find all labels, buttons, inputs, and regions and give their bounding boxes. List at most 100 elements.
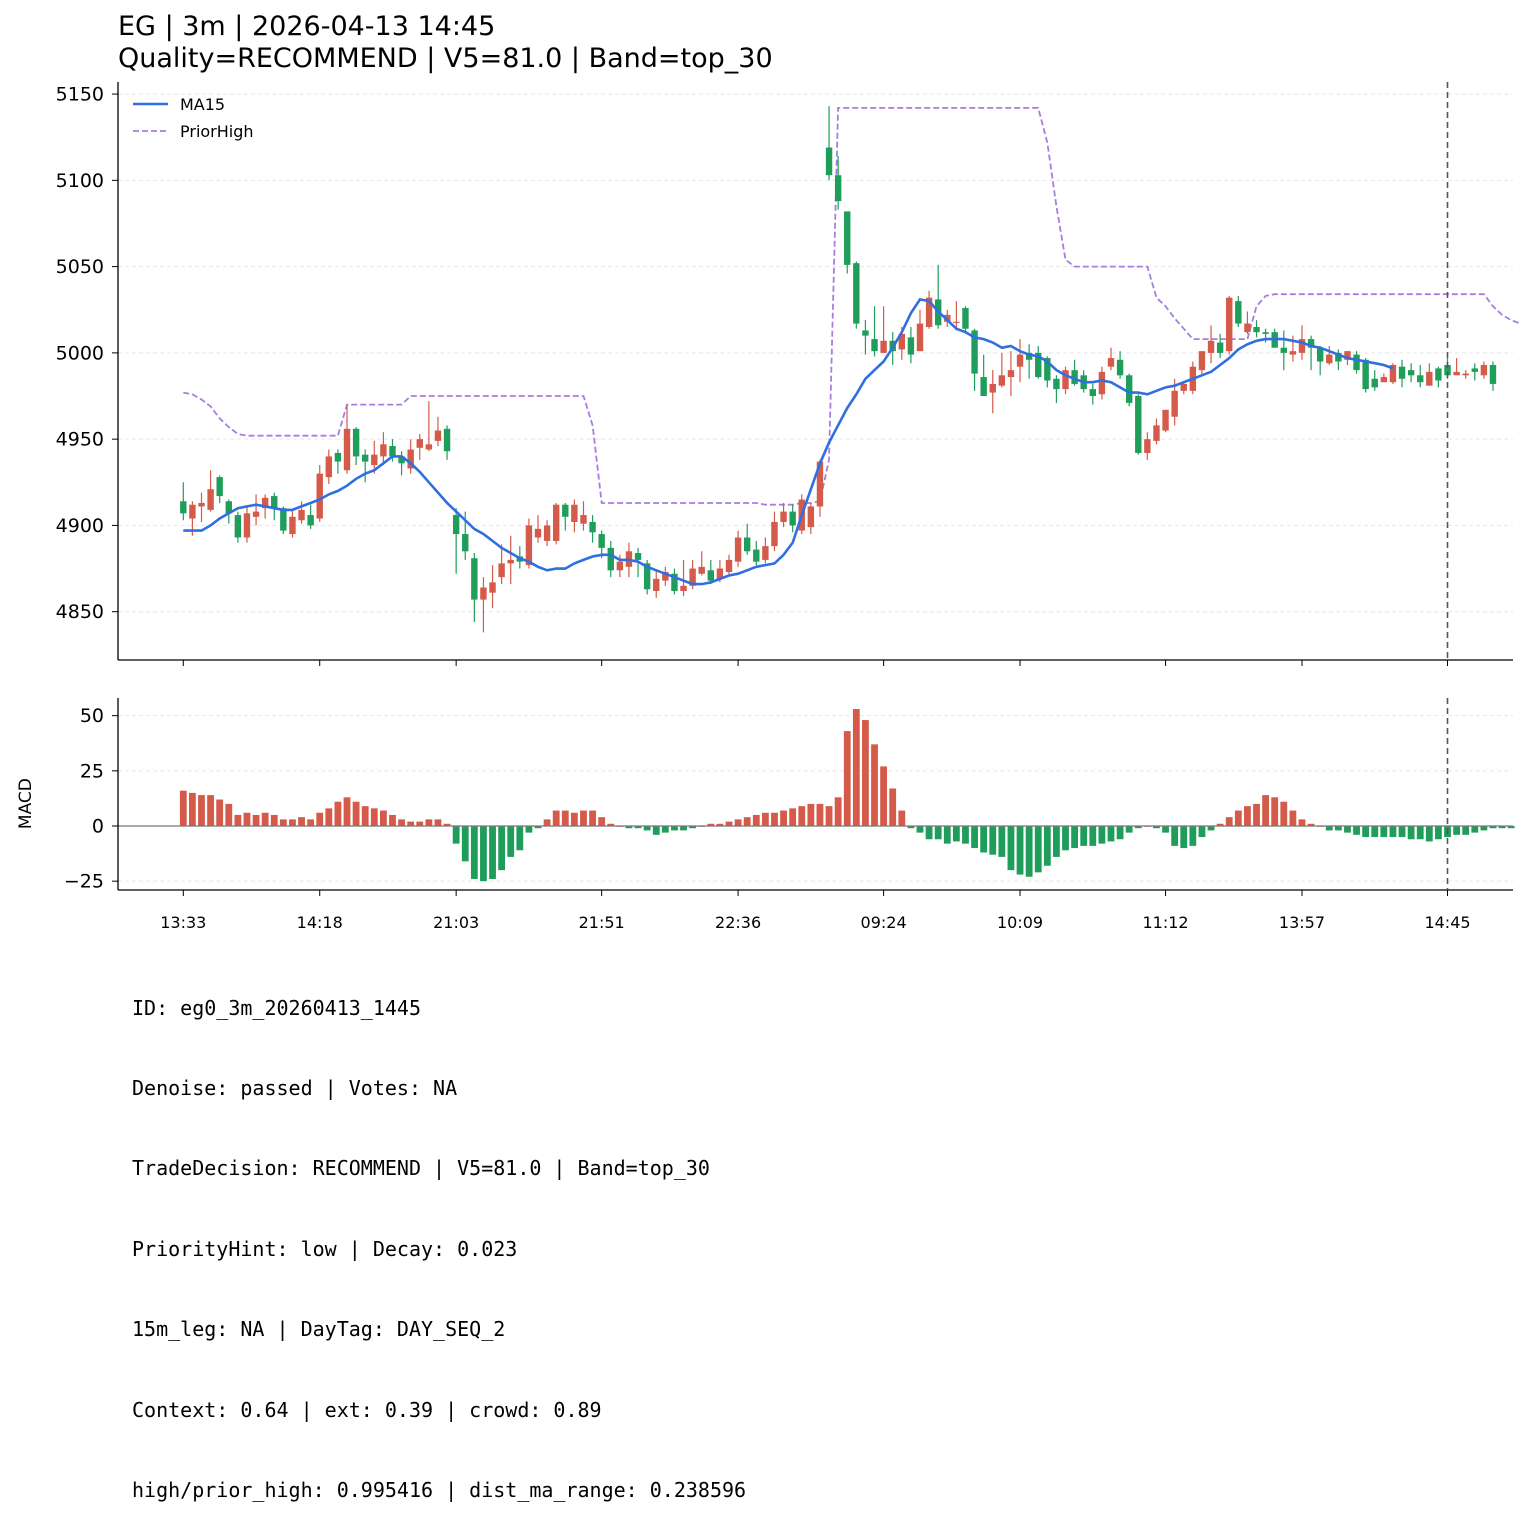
- xtick-label: 14:45: [1424, 913, 1470, 932]
- candle: [998, 352, 1006, 388]
- candle: [1089, 383, 1096, 405]
- candle-body: [716, 568, 724, 579]
- macd-bar: [498, 826, 506, 871]
- macd-bar: [1334, 826, 1342, 831]
- candle: [398, 451, 405, 476]
- candle: [207, 470, 214, 512]
- candle-body: [925, 297, 933, 328]
- candle-body: [1016, 354, 1024, 367]
- macd-bar: [734, 819, 742, 826]
- candle: [1326, 345, 1333, 365]
- macd-bar: [543, 819, 551, 826]
- price-ytick-label: 4900: [56, 515, 104, 537]
- candle: [1335, 349, 1342, 371]
- prior-high-line: [183, 107, 1521, 506]
- candle-body: [352, 428, 360, 457]
- candle-body: [543, 525, 551, 541]
- candle-body: [1025, 352, 1033, 360]
- candle: [1226, 295, 1233, 355]
- candle: [234, 511, 242, 543]
- xtick-label: 13:33: [160, 913, 206, 932]
- candle-body: [680, 585, 687, 591]
- candle-body: [225, 501, 232, 514]
- macd-grid: [118, 715, 1513, 882]
- candle-body: [671, 573, 678, 591]
- candle-body: [989, 383, 996, 393]
- macd-bar: [1271, 797, 1279, 826]
- macd-bar: [980, 826, 988, 853]
- candle: [853, 261, 860, 329]
- candle: [534, 515, 542, 543]
- candle-body: [807, 506, 815, 528]
- candle-body: [689, 568, 696, 586]
- macd-bar: [1043, 826, 1051, 866]
- macd-bar: [1234, 810, 1242, 826]
- candle-body: [434, 430, 442, 441]
- candle-body: [1471, 368, 1478, 372]
- macd-bar: [207, 795, 214, 826]
- candle: [1480, 361, 1488, 379]
- candle-body: [607, 547, 614, 571]
- macd-bar: [907, 826, 915, 829]
- candle: [1180, 382, 1187, 395]
- macd-bar: [943, 826, 951, 844]
- candle-body: [653, 578, 660, 591]
- candle-body: [207, 489, 214, 510]
- candle-body: [507, 559, 514, 564]
- macd-bar: [780, 810, 787, 826]
- macd-bar: [643, 826, 651, 831]
- macd-ytick-label: 25: [80, 760, 104, 782]
- info-line-leg: 15m_leg: NA | DayTag: DAY_SEQ_2: [132, 1317, 506, 1342]
- macd-bar: [1462, 826, 1470, 835]
- candle: [671, 568, 678, 595]
- candle: [480, 577, 487, 633]
- candle-body: [953, 321, 960, 324]
- candle-body: [1426, 371, 1433, 386]
- candle: [1280, 330, 1287, 371]
- price-ytick-label: 5050: [56, 256, 104, 278]
- candle-body: [525, 525, 533, 566]
- candle-body: [1098, 371, 1106, 395]
- macd-bar: [1153, 826, 1160, 829]
- macd-bar: [1107, 826, 1115, 842]
- macd-bar: [1171, 826, 1179, 846]
- macd-bar: [925, 826, 933, 840]
- macd-bar: [1225, 817, 1233, 826]
- macd-bar: [570, 812, 578, 826]
- candle: [734, 530, 742, 567]
- candle: [1035, 345, 1042, 379]
- macd-bar: [825, 806, 833, 826]
- candle: [1316, 345, 1324, 376]
- macd-bar: [862, 720, 869, 826]
- candle-body: [634, 553, 642, 560]
- macd-bar: [1162, 826, 1169, 833]
- candle-body: [1307, 339, 1315, 348]
- candle-body: [1153, 425, 1160, 441]
- macd-bar: [1062, 826, 1069, 851]
- macd-bar: [389, 814, 396, 826]
- candle-body: [1116, 359, 1124, 376]
- candle: [807, 502, 815, 535]
- macd-ytick-label: −25: [64, 871, 104, 893]
- candle-body: [452, 515, 460, 535]
- macd-bar: [1034, 826, 1042, 873]
- candle-body: [707, 570, 715, 581]
- candle: [362, 449, 369, 483]
- macd-bar: [952, 826, 960, 842]
- candle-body: [243, 513, 251, 538]
- candle-body: [380, 444, 387, 457]
- price-ytick-label: 4850: [56, 601, 104, 623]
- candle: [1244, 311, 1251, 334]
- macd-bar: [1080, 826, 1088, 846]
- candle-body: [962, 308, 969, 329]
- candle: [507, 535, 514, 585]
- chart-subtitle: Quality=RECOMMEND | V5=81.0 | Band=top_3…: [118, 43, 773, 74]
- macd-bar: [261, 812, 269, 826]
- candle-body: [1344, 351, 1351, 360]
- candle: [1025, 344, 1033, 379]
- macd-bar: [407, 821, 415, 826]
- price-ytick-label: 4950: [56, 429, 104, 451]
- macd-bar: [1489, 826, 1497, 829]
- macd-bar: [1216, 823, 1224, 826]
- candle: [1489, 361, 1497, 391]
